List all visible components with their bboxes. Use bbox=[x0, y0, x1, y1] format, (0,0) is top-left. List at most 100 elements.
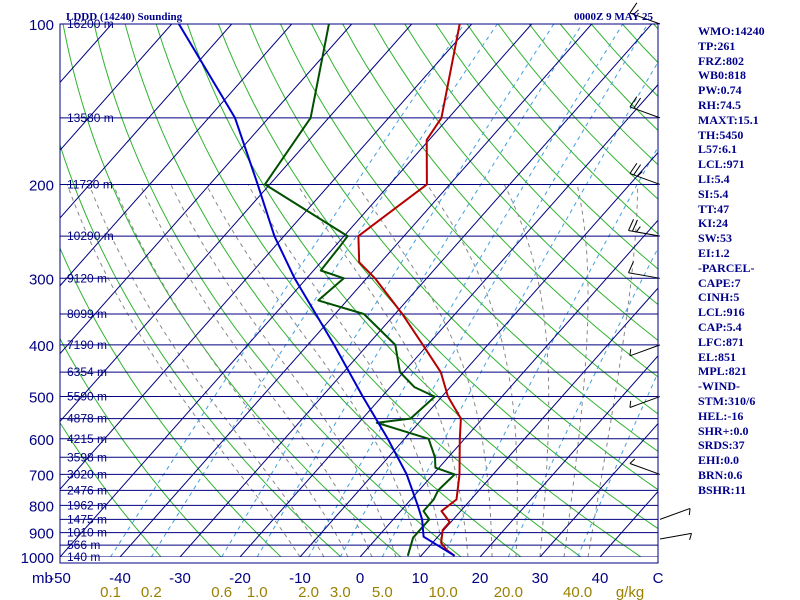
mixing-ratio-unit-label: g/kg bbox=[616, 584, 644, 600]
height-label: 7190 m bbox=[67, 338, 107, 352]
moist-adiabat bbox=[205, 184, 421, 557]
mixing-ratio-tick-label: 0.2 bbox=[141, 584, 162, 600]
pressure-axis-label: mb bbox=[32, 570, 53, 587]
height-label: 13580 m bbox=[67, 111, 114, 125]
height-label: 16200 m bbox=[67, 17, 114, 31]
index-entry: KI:24 bbox=[698, 216, 728, 231]
isobars bbox=[60, 24, 658, 557]
pressure-tick-label: 400 bbox=[29, 338, 54, 355]
index-entry: -WIND- bbox=[698, 379, 740, 394]
index-entry: TH:5450 bbox=[698, 127, 744, 142]
pressure-tick-label: 500 bbox=[29, 390, 54, 407]
index-entry: LCL:971 bbox=[698, 157, 745, 172]
sounding-time: 0000Z 9 MAY 25 bbox=[574, 11, 653, 23]
index-entry: -PARCEL- bbox=[698, 260, 755, 275]
dewpoint-trace bbox=[263, 24, 456, 557]
index-entry: TP:261 bbox=[698, 38, 736, 53]
pressure-tick-label: 100 bbox=[29, 17, 54, 34]
index-entry: EHI:0.0 bbox=[698, 453, 740, 468]
sounding-traces bbox=[178, 24, 462, 557]
temperature-tick-label: 40 bbox=[592, 570, 609, 587]
height-label: 1475 m bbox=[67, 512, 107, 526]
height-label: 2476 m bbox=[67, 483, 107, 497]
index-entry: SHR+:0.0 bbox=[698, 423, 749, 438]
isotherm bbox=[60, 24, 233, 219]
moist-adiabat bbox=[170, 184, 397, 557]
index-entry: FRZ:802 bbox=[698, 53, 744, 68]
isotherm bbox=[119, 24, 593, 557]
isotherm bbox=[60, 24, 473, 490]
mixing-ratio-tick-label: 2.0 bbox=[298, 584, 319, 600]
height-label: 10290 m bbox=[67, 229, 114, 243]
index-entry: CAPE:7 bbox=[698, 275, 741, 290]
index-entry: PW:0.74 bbox=[698, 83, 742, 98]
temperature-tick-label: 20 bbox=[472, 570, 489, 587]
height-label: 3020 m bbox=[67, 467, 107, 481]
pressure-tick-label: 300 bbox=[29, 271, 54, 288]
mixing-ratio-tick-label: 5.0 bbox=[372, 584, 393, 600]
isotherm bbox=[179, 24, 653, 557]
isotherm bbox=[239, 83, 658, 557]
height-label: 140 m bbox=[67, 550, 100, 564]
wind-barb bbox=[659, 532, 692, 540]
height-label: 6354 m bbox=[67, 365, 107, 379]
height-label: 11730 m bbox=[67, 177, 113, 191]
wind-barb bbox=[629, 162, 661, 185]
temperature-unit-label: C bbox=[653, 570, 664, 587]
temperature-tick-label: 10 bbox=[412, 570, 429, 587]
index-entry: CINH:5 bbox=[698, 290, 740, 305]
isotherm bbox=[60, 24, 533, 557]
wind-barb bbox=[628, 219, 661, 237]
moist-adiabat bbox=[356, 184, 493, 557]
index-entry: MAXT:15.1 bbox=[698, 112, 759, 127]
height-label: 1962 m bbox=[67, 498, 107, 512]
pressure-tick-labels: 100 200 300 400 500 600 700 800 900 1000 mb bbox=[21, 17, 54, 587]
index-entry: BSHR:11 bbox=[698, 482, 747, 497]
temperature-trace bbox=[357, 24, 462, 557]
isotherm bbox=[419, 287, 658, 557]
isotherm bbox=[60, 24, 293, 287]
pressure-tick-label: 200 bbox=[29, 177, 54, 194]
pressure-tick-label: 600 bbox=[29, 432, 54, 449]
index-entry: SW:53 bbox=[698, 231, 733, 246]
index-entry: TT:47 bbox=[698, 201, 730, 216]
temperature-tick-label: -20 bbox=[229, 570, 251, 587]
pressure-tick-label: 700 bbox=[29, 467, 54, 484]
wind-barb bbox=[629, 2, 661, 25]
index-entry: SRDS:37 bbox=[698, 438, 745, 453]
height-labels: 16200 m 13580 m 11730 m 10290 m 9120 m 8099 m… bbox=[67, 17, 114, 564]
mixing-ratio-tick-label: 3.0 bbox=[330, 584, 351, 600]
wind-barb bbox=[629, 344, 661, 357]
wind-barb bbox=[628, 261, 661, 279]
temperature-tick-label: -10 bbox=[289, 570, 311, 587]
height-label: 3598 m bbox=[67, 450, 107, 464]
mixing-ratio-tick-label: 1.0 bbox=[247, 584, 268, 600]
mixing-ratio-tick-labels: 0.1 0.2 0.6 1.0 2.0 3.0 5.0 10.0 20.0 40.0 g/kg bbox=[100, 584, 644, 600]
isotherm bbox=[299, 151, 658, 557]
index-entry: EL:851 bbox=[698, 349, 737, 364]
index-entry: WB0:818 bbox=[698, 68, 746, 83]
height-label: 1010 m bbox=[67, 526, 107, 540]
moist-adiabat bbox=[563, 184, 589, 557]
index-entry: MPL:821 bbox=[698, 364, 747, 379]
height-label: 4878 m bbox=[67, 412, 107, 426]
mixing-ratio-tick-label: 10.0 bbox=[429, 584, 458, 600]
pressure-tick-label: 900 bbox=[29, 526, 54, 543]
parcel-trace bbox=[178, 24, 456, 557]
temperature-tick-labels: -50 -40 -30 -20 -10 0 10 20 30 40 C bbox=[49, 570, 663, 587]
isotherm bbox=[60, 24, 413, 423]
moist-adiabat bbox=[503, 184, 550, 557]
wind-barb bbox=[629, 458, 661, 475]
mixing-ratio-tick-label: 0.6 bbox=[211, 584, 232, 600]
isotherm bbox=[479, 355, 658, 557]
index-entry: CAP:5.4 bbox=[698, 319, 742, 334]
temperature-tick-label: -50 bbox=[49, 570, 71, 587]
index-entry: L57:6.1 bbox=[698, 142, 737, 157]
wind-barb bbox=[659, 507, 691, 520]
index-entry: BRN:0.6 bbox=[698, 467, 743, 482]
mixing-ratio-tick-label: 0.1 bbox=[100, 584, 121, 600]
index-entry: LCL:916 bbox=[698, 305, 745, 320]
index-entry: EI:1.2 bbox=[698, 245, 730, 260]
